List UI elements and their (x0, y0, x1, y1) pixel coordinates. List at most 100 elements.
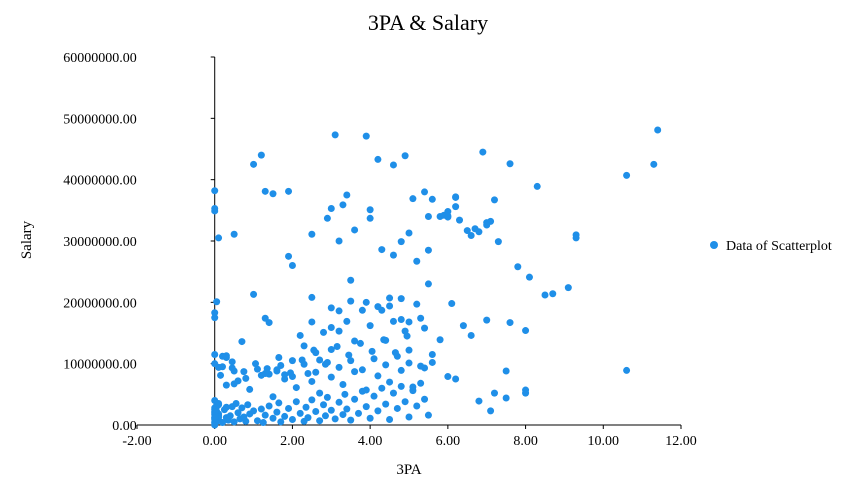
data-point (273, 366, 281, 374)
data-point (366, 322, 374, 330)
data-point (261, 187, 269, 195)
data-point (347, 276, 355, 284)
data-point (358, 366, 366, 374)
data-point (343, 405, 351, 413)
data-point (483, 316, 491, 324)
data-point (292, 398, 300, 406)
data-point (487, 407, 495, 415)
data-point (444, 373, 452, 381)
data-point (257, 151, 265, 159)
data-point (471, 225, 479, 233)
data-point (413, 300, 421, 308)
data-point (405, 413, 413, 421)
data-point (308, 396, 316, 404)
data-point (211, 309, 219, 317)
x-tick-label: -2.00 (122, 434, 151, 449)
data-point (252, 360, 260, 368)
data-point (506, 160, 514, 168)
data-point (424, 280, 432, 288)
data-point (456, 216, 464, 224)
data-point (327, 204, 335, 212)
data-point (351, 368, 359, 376)
data-point (623, 366, 631, 374)
data-point (269, 414, 277, 422)
y-tick-labels: 0.00 10000000.00 20000000.00 30000000.00 400… (63, 51, 215, 434)
data-point (331, 415, 339, 423)
data-point (211, 204, 219, 212)
data-point (522, 389, 530, 397)
data-points (211, 126, 662, 429)
data-point (397, 316, 405, 324)
data-point (452, 375, 460, 383)
data-point (261, 369, 269, 377)
data-point (351, 395, 359, 403)
data-point (298, 356, 306, 364)
data-point (386, 294, 394, 302)
data-point (345, 351, 353, 359)
data-point (238, 338, 246, 346)
data-point (222, 403, 230, 411)
data-point (490, 196, 498, 204)
data-point (312, 368, 320, 376)
data-point (397, 366, 405, 374)
data-point (389, 161, 397, 169)
data-point (316, 417, 324, 425)
data-point (467, 231, 475, 239)
data-point (320, 328, 328, 336)
data-point (257, 405, 265, 413)
x-tick-label: 0.00 (202, 434, 227, 449)
data-point (378, 306, 386, 314)
data-point (222, 381, 230, 389)
data-point (292, 384, 300, 392)
data-point (356, 339, 364, 347)
data-point (323, 214, 331, 222)
data-point (382, 336, 390, 344)
data-point (397, 295, 405, 303)
y-tick-label: 20000000.00 (63, 296, 137, 311)
data-point (444, 208, 452, 216)
data-point (401, 152, 409, 160)
data-point (405, 318, 413, 326)
data-point (347, 297, 355, 305)
data-point (211, 408, 219, 416)
data-point (448, 300, 456, 308)
data-point (405, 359, 413, 367)
data-point (343, 191, 351, 199)
data-point (302, 403, 310, 411)
data-point (417, 314, 425, 322)
data-point (316, 389, 324, 397)
data-point (312, 408, 320, 416)
data-point (215, 401, 223, 409)
data-point (428, 350, 436, 358)
data-point (339, 201, 347, 209)
data-point (240, 413, 248, 421)
data-point (320, 401, 328, 409)
data-point (228, 364, 236, 372)
data-point (211, 350, 219, 358)
data-point (549, 290, 557, 298)
data-point (467, 331, 475, 339)
data-point (218, 419, 226, 427)
data-point (331, 131, 339, 139)
data-point (296, 331, 304, 339)
data-point (339, 381, 347, 389)
legend: Data of Scatterplot (710, 239, 832, 254)
data-point (215, 234, 223, 242)
data-point (230, 230, 238, 238)
data-point (288, 262, 296, 270)
data-point (250, 160, 258, 168)
data-point (242, 374, 250, 382)
data-point (650, 160, 658, 168)
data-point (217, 371, 225, 379)
data-point (308, 293, 316, 301)
data-point (378, 246, 386, 254)
data-point (323, 393, 331, 401)
data-point (250, 407, 258, 415)
data-point (436, 336, 444, 344)
data-point (351, 337, 359, 345)
data-point (304, 414, 312, 422)
data-point (211, 187, 219, 195)
data-point (358, 306, 366, 314)
data-point (335, 398, 343, 406)
data-point (285, 187, 293, 195)
